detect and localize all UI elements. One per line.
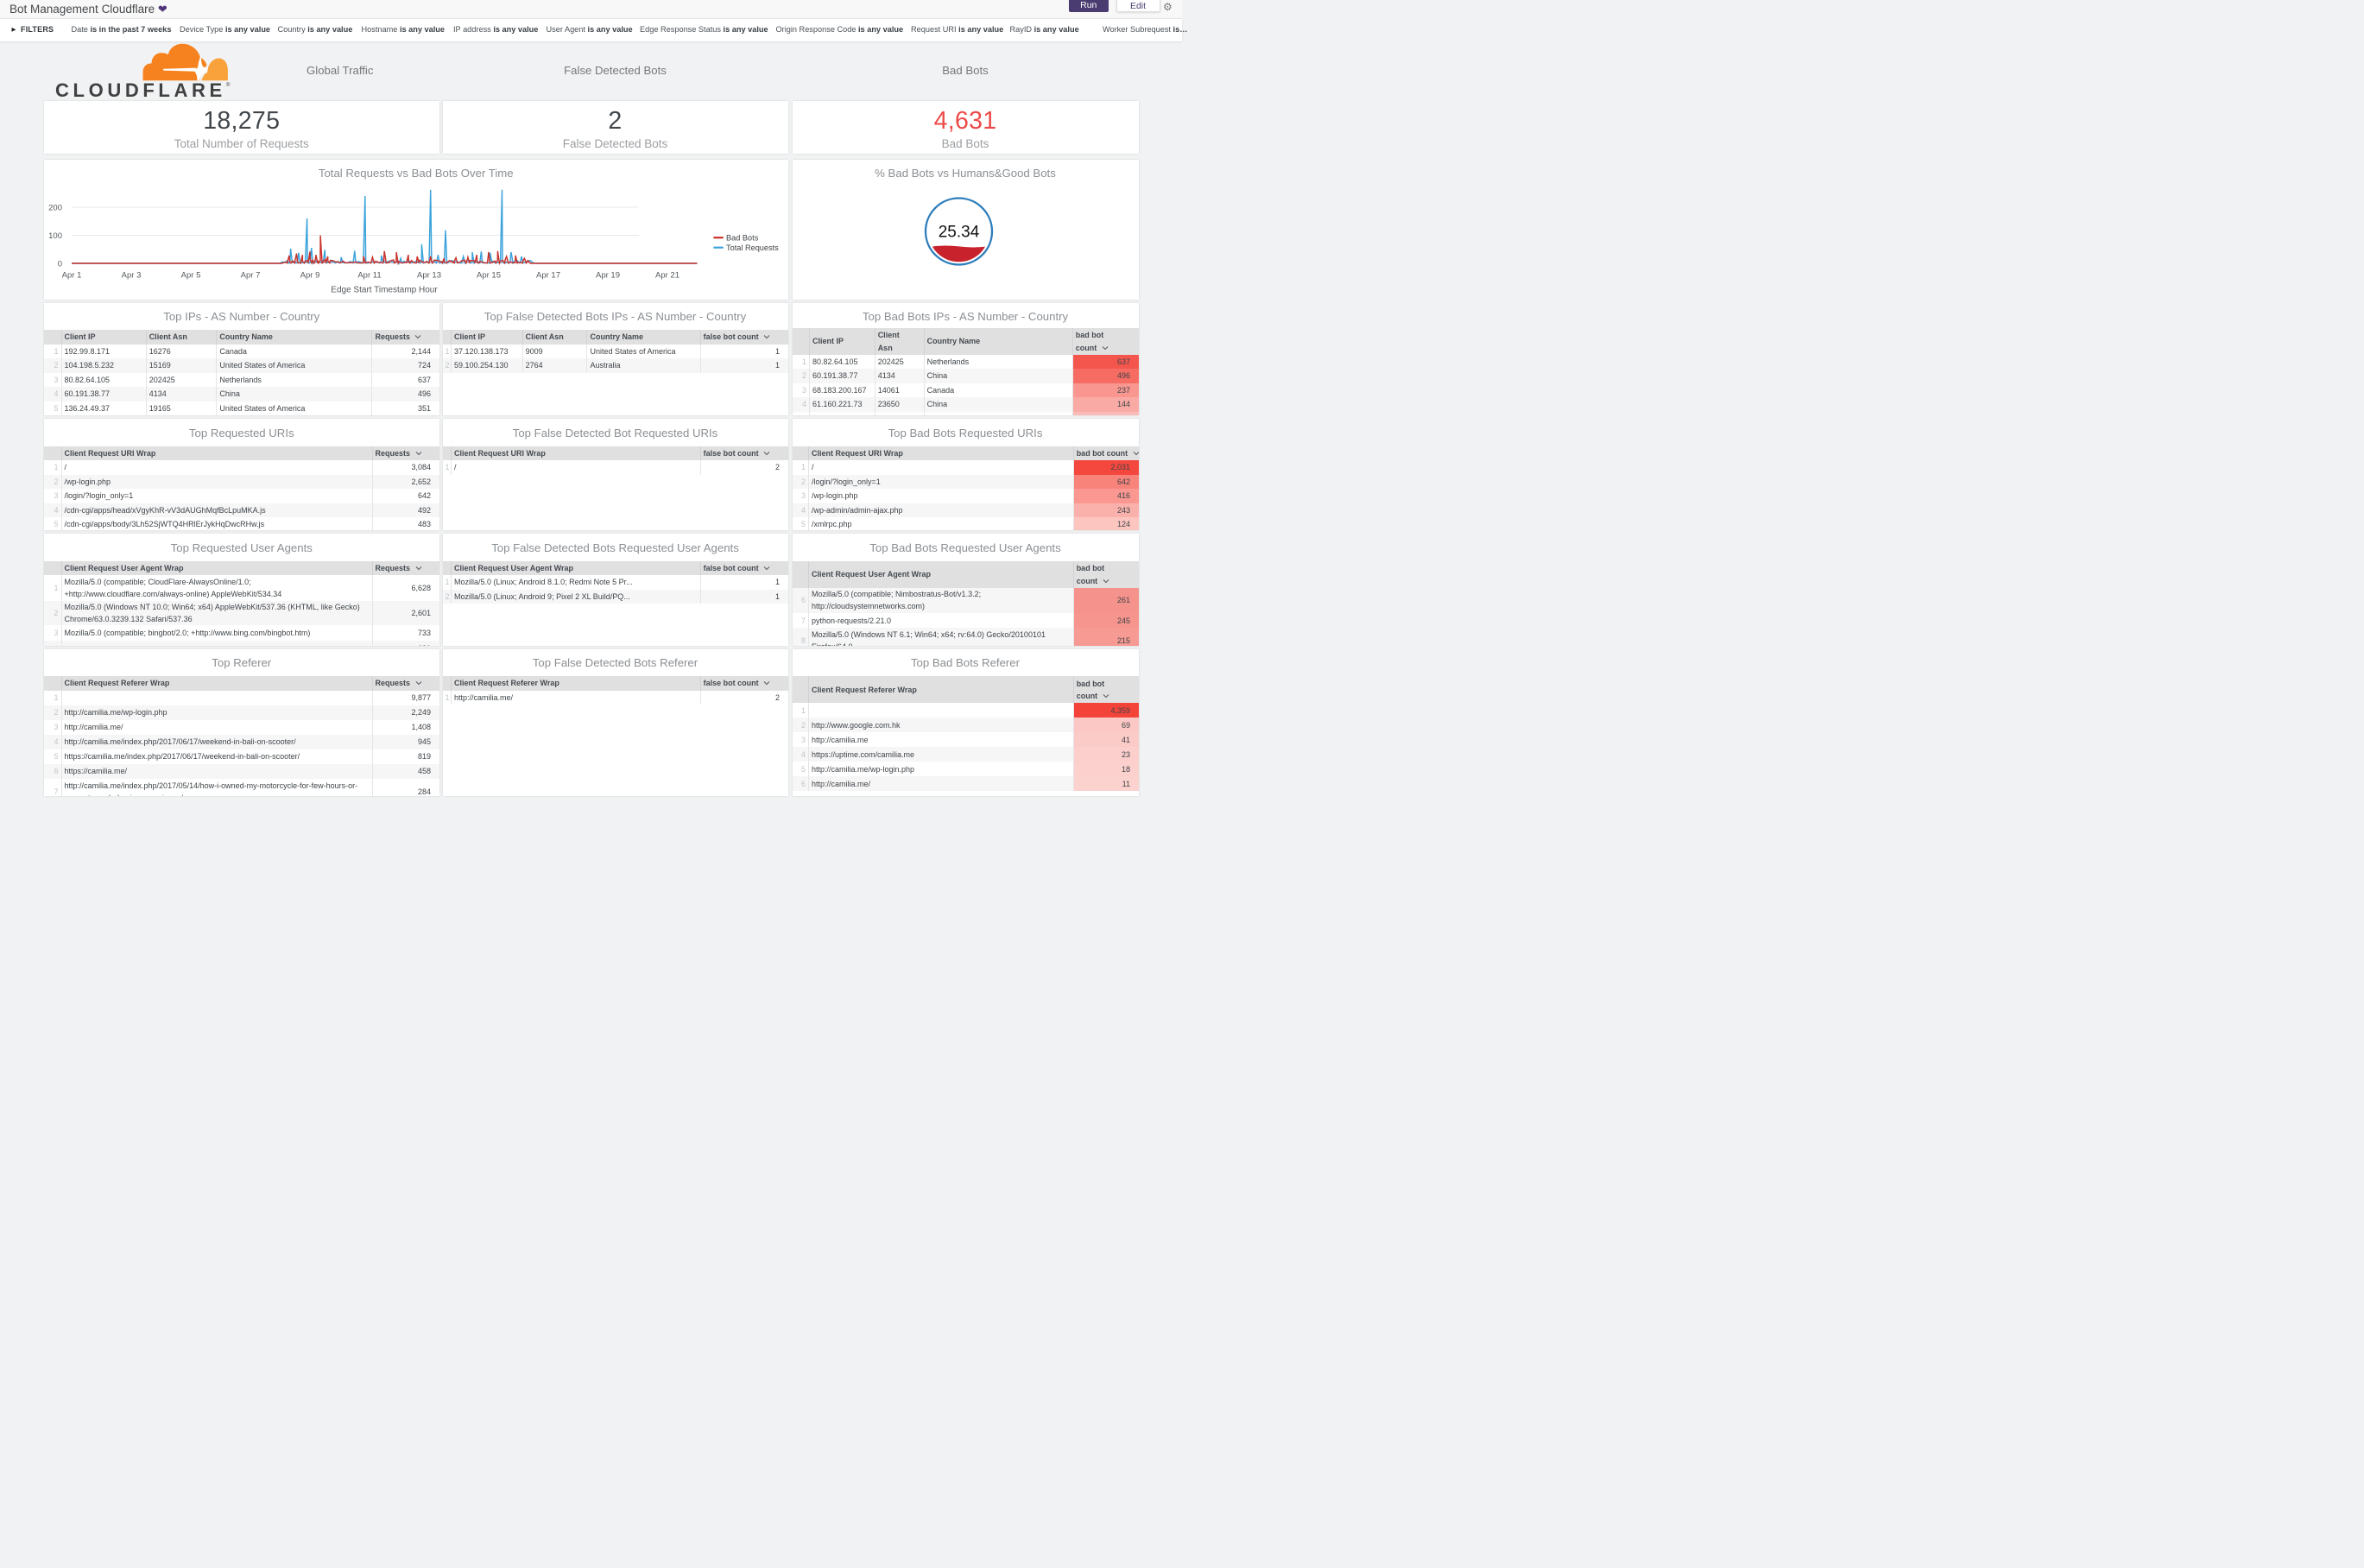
svg-text:®: ® [226,82,231,88]
svg-text:Apr 9: Apr 9 [300,270,320,280]
svg-text:Apr 17: Apr 17 [536,270,560,280]
svg-text:Edge Start Timestamp Hour: Edge Start Timestamp Hour [331,285,438,294]
svg-text:Apr 11: Apr 11 [357,270,381,280]
svg-text:Apr 5: Apr 5 [181,270,201,280]
svg-text:Apr 19: Apr 19 [596,270,620,280]
svg-text:Bad Bots: Bad Bots [726,233,759,242]
svg-text:Total Requests: Total Requests [726,243,779,252]
svg-text:Apr 7: Apr 7 [241,270,261,280]
svg-text:Apr 1: Apr 1 [62,270,82,280]
svg-text:0: 0 [58,259,62,269]
svg-text:Apr 15: Apr 15 [477,270,501,280]
svg-text:CLOUDFLARE: CLOUDFLARE [55,79,224,101]
svg-text:100: 100 [48,231,62,241]
svg-text:Apr 13: Apr 13 [417,270,441,280]
svg-text:Apr 21: Apr 21 [655,270,679,280]
svg-text:Apr 3: Apr 3 [122,270,142,280]
svg-text:25.34: 25.34 [938,223,979,241]
svg-text:200: 200 [48,203,62,212]
